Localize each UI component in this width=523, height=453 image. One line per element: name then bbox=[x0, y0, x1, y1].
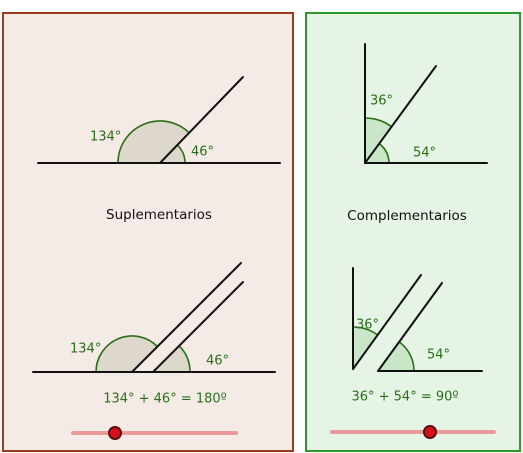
angle-arc bbox=[178, 345, 191, 373]
line bbox=[352, 274, 422, 370]
slider-thumb[interactable] bbox=[423, 425, 437, 439]
angle-label: 36° bbox=[370, 94, 393, 109]
angle-arc bbox=[364, 117, 392, 128]
complementary-panel bbox=[305, 12, 521, 452]
section-title: Complementarios bbox=[347, 208, 467, 224]
equation: 36° + 54° = 90º bbox=[351, 390, 458, 405]
angle-sector bbox=[353, 327, 378, 369]
equation: 134° + 46° = 180º bbox=[103, 392, 227, 407]
angle-label: 134° bbox=[90, 130, 121, 145]
angle-sector bbox=[365, 143, 389, 163]
line bbox=[377, 282, 443, 372]
angle-label: 54° bbox=[413, 146, 436, 161]
angle-label: 46° bbox=[191, 145, 214, 160]
angle-sector bbox=[96, 336, 158, 372]
line bbox=[131, 262, 242, 373]
angle-sector bbox=[160, 145, 185, 163]
line bbox=[364, 65, 437, 164]
angle-sector bbox=[378, 341, 414, 371]
angle-sector bbox=[118, 121, 190, 163]
line bbox=[159, 76, 244, 164]
angle-sector bbox=[365, 118, 392, 163]
angle-label: 134° bbox=[70, 342, 101, 357]
section-title: Suplementarios bbox=[106, 207, 212, 223]
angle-label: 36° bbox=[356, 318, 379, 333]
angle-sector bbox=[153, 345, 190, 372]
angle-arc bbox=[398, 341, 415, 372]
supplementary-panel bbox=[2, 12, 294, 452]
angle-label: 46° bbox=[206, 354, 229, 369]
angle-arc bbox=[95, 335, 159, 373]
angle-arc bbox=[378, 142, 390, 164]
angle-arc bbox=[117, 120, 190, 164]
line bbox=[152, 281, 244, 373]
angle-label: 54° bbox=[427, 348, 450, 363]
slider-thumb[interactable] bbox=[108, 426, 122, 440]
